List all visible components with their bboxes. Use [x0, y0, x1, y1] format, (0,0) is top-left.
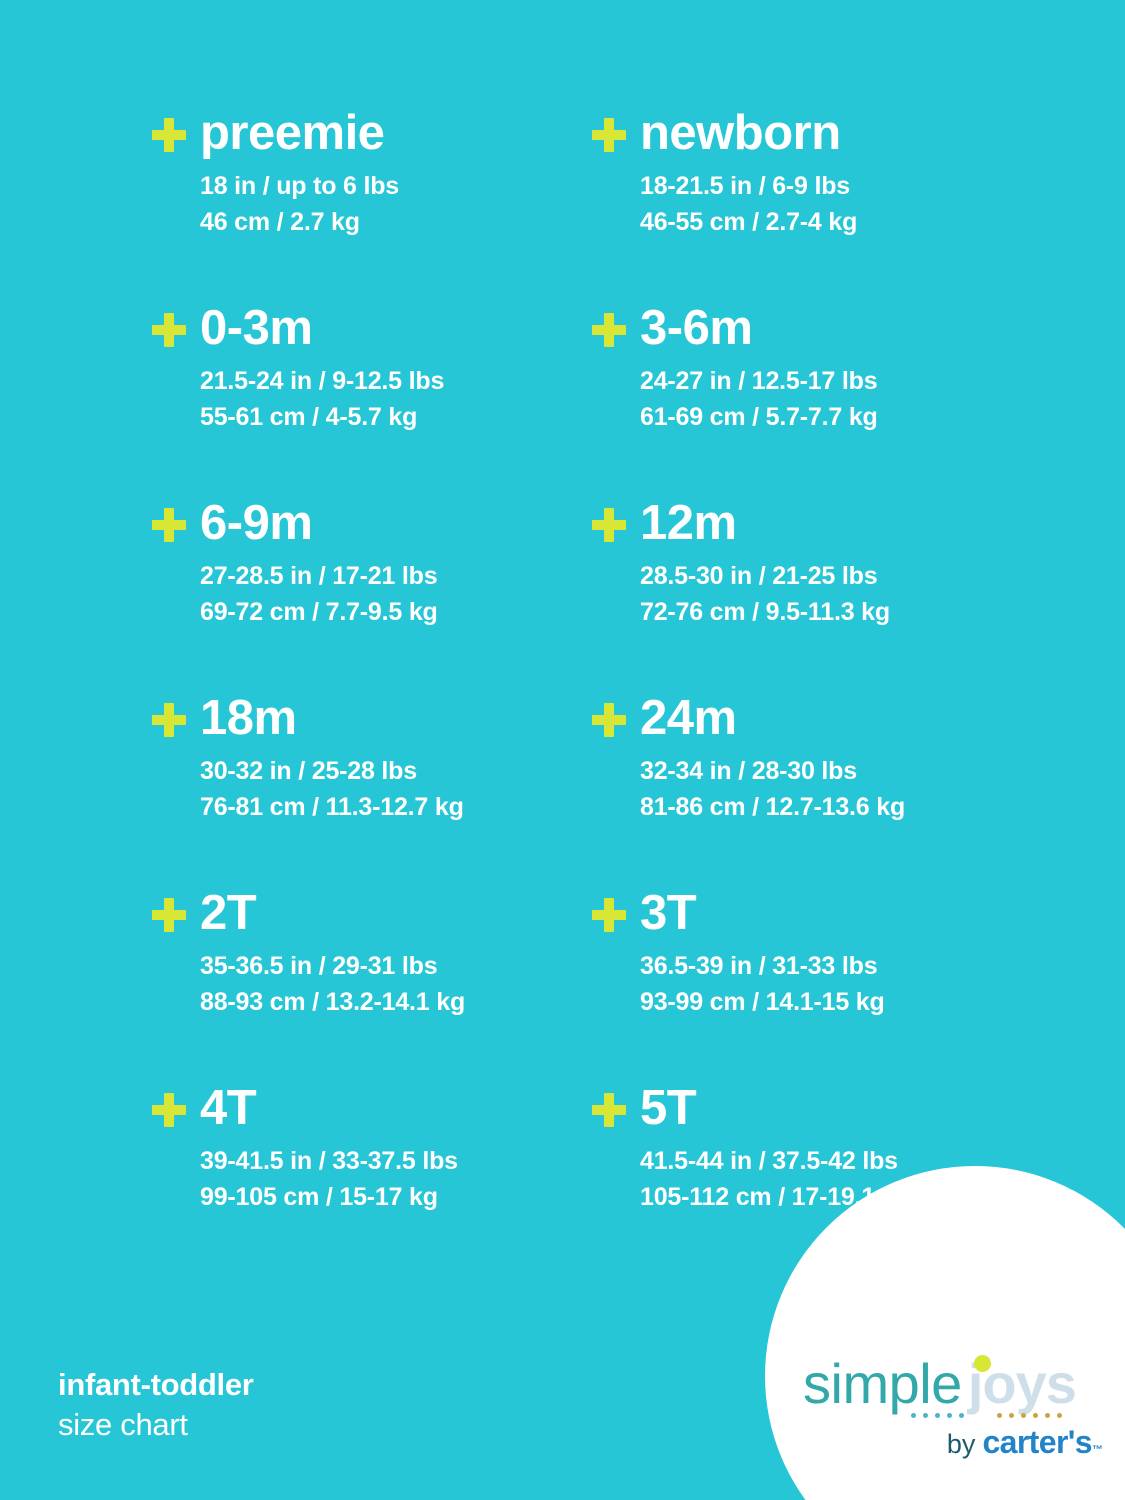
- plus-icon: [592, 118, 626, 152]
- size-measurements: 27-28.5 in / 17-21 lbs 69-72 cm / 7.7-9.…: [200, 558, 592, 630]
- size-imperial: 39-41.5 in / 33-37.5 lbs: [200, 1147, 458, 1175]
- size-entry-header: 0-3m: [152, 299, 592, 361]
- plus-icon: [592, 898, 626, 932]
- size-measurements: 21.5-24 in / 9-12.5 lbs 55-61 cm / 4-5.7…: [200, 363, 592, 435]
- size-entry-3-6m: 3-6m 24-27 in / 12.5-17 lbs 61-69 cm / 5…: [592, 299, 1032, 494]
- size-entry-6-9m: 6-9m 27-28.5 in / 17-21 lbs 69-72 cm / 7…: [152, 494, 592, 689]
- plus-icon: [152, 313, 186, 347]
- logo-word-by: by: [946, 1429, 976, 1459]
- size-imperial: 18-21.5 in / 6-9 lbs: [640, 172, 850, 200]
- plus-icon: [152, 508, 186, 542]
- size-entry-4t: 4T 39-41.5 in / 33-37.5 lbs 99-105 cm / …: [152, 1079, 592, 1274]
- size-metric: 93-99 cm / 14.1-15 kg: [640, 988, 885, 1016]
- size-label: 5T: [640, 1081, 697, 1135]
- size-imperial: 18 in / up to 6 lbs: [200, 172, 400, 200]
- size-metric: 46-55 cm / 2.7-4 kg: [640, 208, 858, 236]
- size-measurements: 30-32 in / 25-28 lbs 76-81 cm / 11.3-12.…: [200, 753, 592, 825]
- plus-icon: [152, 703, 186, 737]
- size-label: 3T: [640, 886, 697, 940]
- logo-joys-wrapper: joys: [968, 1355, 1077, 1413]
- size-entry-header: 18m: [152, 689, 592, 751]
- size-metric: 72-76 cm / 9.5-11.3 kg: [640, 598, 890, 626]
- size-entry-header: 3T: [592, 884, 1032, 946]
- size-entry-2t: 2T 35-36.5 in / 29-31 lbs 88-93 cm / 13.…: [152, 884, 592, 1079]
- size-entry-18m: 18m 30-32 in / 25-28 lbs 76-81 cm / 11.3…: [152, 689, 592, 884]
- size-entry-header: 4T: [152, 1079, 592, 1141]
- plus-icon: [592, 1093, 626, 1127]
- size-imperial: 28.5-30 in / 21-25 lbs: [640, 562, 878, 590]
- size-imperial: 35-36.5 in / 29-31 lbs: [200, 952, 438, 980]
- size-label: 4T: [200, 1081, 257, 1135]
- plus-icon: [152, 1093, 186, 1127]
- logo-byline: by carter's ™: [803, 1426, 1103, 1460]
- size-entry-header: 6-9m: [152, 494, 592, 556]
- size-imperial: 24-27 in / 12.5-17 lbs: [640, 367, 878, 395]
- size-entry-3t: 3T 36.5-39 in / 31-33 lbs 93-99 cm / 14.…: [592, 884, 1032, 1079]
- size-measurements: 18 in / up to 6 lbs 46 cm / 2.7 kg: [200, 168, 592, 240]
- chart-title: infant-toddler size chart: [58, 1365, 254, 1445]
- size-label: 6-9m: [200, 496, 313, 550]
- size-entry-newborn: newborn 18-21.5 in / 6-9 lbs 46-55 cm / …: [592, 104, 1032, 299]
- size-metric: 81-86 cm / 12.7-13.6 kg: [640, 793, 906, 821]
- logo-wordmark: simple joys: [803, 1355, 1103, 1417]
- size-metric: 55-61 cm / 4-5.7 kg: [200, 403, 418, 431]
- size-entry-5t: 5T 41.5-44 in / 37.5-42 lbs 105-112 cm /…: [592, 1079, 1032, 1274]
- size-entry-header: 2T: [152, 884, 592, 946]
- size-metric: 88-93 cm / 13.2-14.1 kg: [200, 988, 466, 1016]
- size-entry-24m: 24m 32-34 in / 28-30 lbs 81-86 cm / 12.7…: [592, 689, 1032, 884]
- size-imperial: 27-28.5 in / 17-21 lbs: [200, 562, 438, 590]
- size-imperial: 36.5-39 in / 31-33 lbs: [640, 952, 878, 980]
- size-measurements: 32-34 in / 28-30 lbs 81-86 cm / 12.7-13.…: [640, 753, 1032, 825]
- size-entry-header: 12m: [592, 494, 1032, 556]
- size-measurements: 24-27 in / 12.5-17 lbs 61-69 cm / 5.7-7.…: [640, 363, 1032, 435]
- plus-icon: [592, 703, 626, 737]
- size-imperial: 41.5-44 in / 37.5-42 lbs: [640, 1147, 898, 1175]
- plus-icon: [152, 118, 186, 152]
- size-imperial: 32-34 in / 28-30 lbs: [640, 757, 857, 785]
- logo-word-carters: carter's: [982, 1424, 1092, 1460]
- size-measurements: 39-41.5 in / 33-37.5 lbs 99-105 cm / 15-…: [200, 1143, 592, 1215]
- size-label: 2T: [200, 886, 257, 940]
- logo-dot-icon: [973, 1355, 991, 1372]
- size-metric: 76-81 cm / 11.3-12.7 kg: [200, 793, 464, 821]
- logo-word-simple: simple: [803, 1352, 962, 1415]
- chart-title-line2: size chart: [58, 1407, 188, 1442]
- size-entry-preemie: preemie 18 in / up to 6 lbs 46 cm / 2.7 …: [152, 104, 592, 299]
- size-entry-header: 3-6m: [592, 299, 1032, 361]
- brand-logo: simple joys by carter's ™: [803, 1355, 1103, 1460]
- size-metric: 46 cm / 2.7 kg: [200, 208, 360, 236]
- size-label: preemie: [200, 106, 385, 160]
- size-metric: 69-72 cm / 7.7-9.5 kg: [200, 598, 438, 626]
- size-measurements: 36.5-39 in / 31-33 lbs 93-99 cm / 14.1-1…: [640, 948, 1032, 1020]
- logo-stitch-decoration: [911, 1413, 1081, 1422]
- chart-title-line1: infant-toddler: [58, 1367, 254, 1402]
- size-entry-header: 5T: [592, 1079, 1032, 1141]
- size-label: 3-6m: [640, 301, 753, 355]
- plus-icon: [152, 898, 186, 932]
- size-metric: 61-69 cm / 5.7-7.7 kg: [640, 403, 878, 431]
- size-measurements: 18-21.5 in / 6-9 lbs 46-55 cm / 2.7-4 kg: [640, 168, 1032, 240]
- size-entry-header: newborn: [592, 104, 1032, 166]
- size-label: newborn: [640, 106, 841, 160]
- size-imperial: 21.5-24 in / 9-12.5 lbs: [200, 367, 445, 395]
- plus-icon: [592, 313, 626, 347]
- size-metric: 99-105 cm / 15-17 kg: [200, 1183, 438, 1211]
- size-entry-0-3m: 0-3m 21.5-24 in / 9-12.5 lbs 55-61 cm / …: [152, 299, 592, 494]
- size-label: 0-3m: [200, 301, 313, 355]
- plus-icon: [592, 508, 626, 542]
- size-entry-header: preemie: [152, 104, 592, 166]
- size-imperial: 30-32 in / 25-28 lbs: [200, 757, 417, 785]
- size-measurements: 41.5-44 in / 37.5-42 lbs 105-112 cm / 17…: [640, 1143, 1032, 1215]
- size-label: 18m: [200, 691, 297, 745]
- size-entry-12m: 12m 28.5-30 in / 21-25 lbs 72-76 cm / 9.…: [592, 494, 1032, 689]
- size-measurements: 35-36.5 in / 29-31 lbs 88-93 cm / 13.2-1…: [200, 948, 592, 1020]
- trademark-icon: ™: [1092, 1444, 1103, 1456]
- size-label: 24m: [640, 691, 737, 745]
- size-measurements: 28.5-30 in / 21-25 lbs 72-76 cm / 9.5-11…: [640, 558, 1032, 630]
- size-grid: preemie 18 in / up to 6 lbs 46 cm / 2.7 …: [152, 104, 1032, 1274]
- size-entry-header: 24m: [592, 689, 1032, 751]
- size-label: 12m: [640, 496, 737, 550]
